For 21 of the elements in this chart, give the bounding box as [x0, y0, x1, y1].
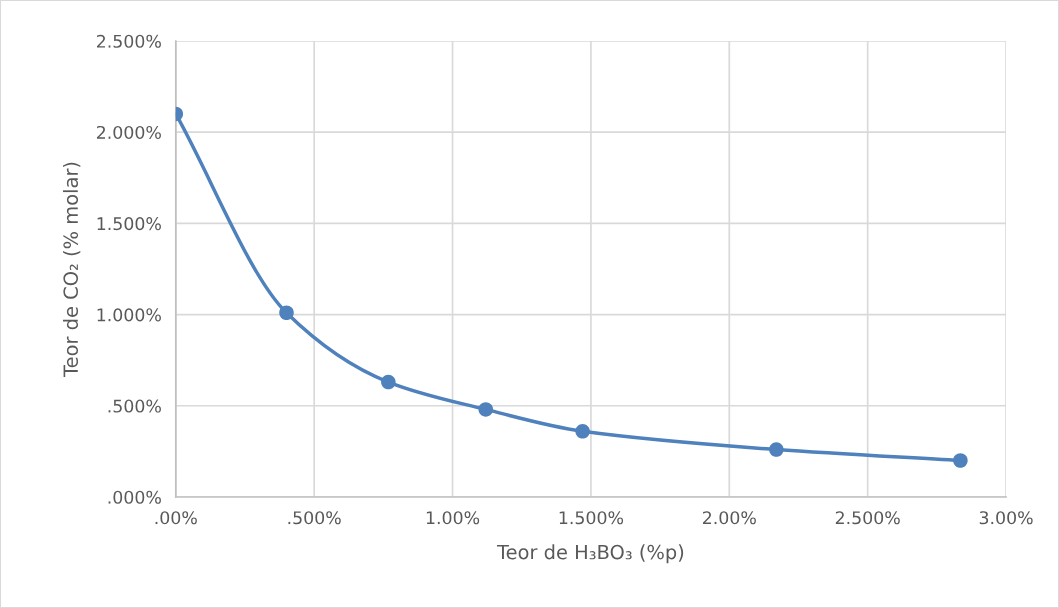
y-tick-label: 1.000% — [97, 308, 161, 322]
point — [279, 305, 294, 321]
x-tick-label: 3.00% — [979, 511, 1033, 525]
x-tick-label: .00% — [155, 511, 197, 525]
y-tick-label: .000% — [108, 490, 161, 504]
y-tick-label: 2.500% — [96, 34, 161, 48]
y-axis-title: Teor de CO₂ (% molar) — [63, 162, 81, 377]
point — [953, 453, 968, 468]
y-tick-label: 2.000% — [96, 125, 161, 140]
x-axis-title: Teor de H₃BO₃ (%p) — [496, 544, 684, 564]
point — [478, 402, 494, 417]
x-tick-label: .500% — [288, 511, 341, 525]
point — [381, 374, 396, 390]
x-tick-label: 1.500% — [559, 511, 624, 525]
point — [769, 442, 784, 457]
y-tick-label: 1.500% — [97, 217, 161, 231]
x-tick-label: 2.500% — [835, 511, 900, 525]
point — [575, 424, 590, 439]
x-tick-label: 1.00% — [426, 511, 480, 525]
x-tick-label: 2.00% — [702, 511, 756, 525]
y-tick-label: .500% — [108, 399, 161, 413]
